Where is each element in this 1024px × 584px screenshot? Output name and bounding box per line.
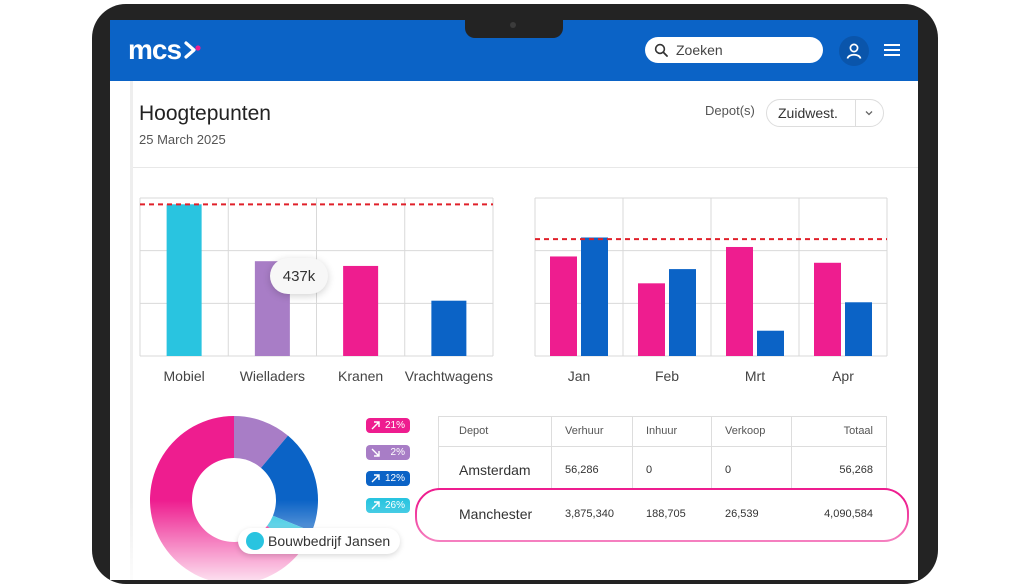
table-header-totaal[interactable]: Totaal [843,425,873,437]
donut-slice [234,416,288,468]
table-header-verhuur[interactable]: Verhuur [565,425,604,437]
header-divider [133,167,918,168]
legend-item[interactable]: 21% [366,418,410,433]
tick-label: Feb [655,368,679,384]
bar [581,237,608,356]
table-cell-verkoop: 26,539 [725,508,759,520]
sidebar-edge [130,81,133,580]
bar [343,265,379,356]
arrow-up-right-icon [371,501,380,510]
table-col-divider [551,416,552,488]
bar [845,302,872,356]
table-header-row: Depot Verhuur Inhuur Verkoop Totaal [438,416,887,446]
table-cell-inhuur: 0 [646,464,653,476]
tick-label: Kranen [338,368,383,384]
tick-label: Jan [568,368,591,384]
search-input[interactable] [674,41,818,59]
chevron-down-icon[interactable] [863,107,875,119]
bar [550,256,577,356]
bar [726,246,753,356]
table-header-divider [438,446,887,447]
table-cell-depot: Amsterdam [459,462,531,478]
table-header-verkoop[interactable]: Verkoop [725,425,766,437]
table-col-divider [791,416,792,488]
legend-label: 2% [390,447,405,458]
bar-tooltip: 437k [270,258,328,294]
legend-item[interactable]: 26% [366,498,410,513]
table-cell-totaal: 56,268 [839,464,873,476]
legend-label: 12% [384,473,405,484]
depot-separator [855,100,856,126]
table-col-divider [711,416,712,488]
table-row[interactable]: Amsterdam 56,286 0 0 56,268 [438,446,887,488]
table-cell-verhuur: 56,286 [565,464,599,476]
logo-arrow-icon [184,41,201,59]
bar [757,330,784,356]
logo-text: mcs [128,34,182,65]
callout-dot [246,532,264,550]
user-button[interactable] [839,36,869,66]
camera-notch [465,18,563,38]
depot-value: Zuidwest. [778,105,838,121]
depot-select[interactable]: Zuidwest. [766,99,884,127]
user-icon [846,43,862,59]
table-cell-depot: Manchester [459,506,533,522]
tick-label: Vrachtwagens [405,368,493,384]
search-icon [654,43,668,57]
hamburger-menu-icon[interactable] [883,41,901,59]
table-border-right [886,416,887,488]
table-cell-inhuur: 188,705 [646,508,686,520]
table-header-depot[interactable]: Depot [459,425,489,437]
arrow-down-right-icon [371,448,380,457]
table-header-inhuur[interactable]: Inhuur [646,425,678,437]
bar [669,269,696,356]
page-title: Hoogtepunten [139,102,271,125]
logo[interactable]: mcs [128,32,203,68]
bar [638,283,665,356]
table-cell-verhuur: 3,875,340 [565,508,614,520]
bar [166,204,202,356]
table-cell-verkoop: 0 [725,464,732,476]
table-border-left [438,416,439,488]
tick-label: Wielladers [240,368,305,384]
table-cell-totaal: 4,090,584 [824,508,873,520]
bar [814,262,841,356]
callout-label: Bouwbedrijf Jansen [268,533,391,549]
tick-label: Apr [832,368,854,384]
legend-label: 26% [384,500,405,511]
tick-label: Mobiel [164,368,205,384]
legend-item[interactable]: 2% [366,445,410,460]
bar [431,300,467,356]
table-col-divider [632,416,633,488]
donut-callout[interactable]: Bouwbedrijf Jansen [238,528,401,554]
legend-label: 21% [384,420,405,431]
page-date: 25 March 2025 [139,132,226,147]
arrow-up-right-icon [371,474,380,483]
table-row[interactable]: Manchester 3,875,340 188,705 26,539 4,09… [438,504,887,544]
tick-label: Mrt [745,368,765,384]
camera-icon [510,22,516,28]
search-box[interactable] [645,37,823,63]
depot-label: Depot(s) [705,103,755,118]
legend-item[interactable]: 12% [366,471,410,486]
app-screen: mcs Hoogtepunten 25 March 202 [110,20,918,580]
table-border-top [438,416,887,417]
arrow-up-right-icon [371,421,380,430]
